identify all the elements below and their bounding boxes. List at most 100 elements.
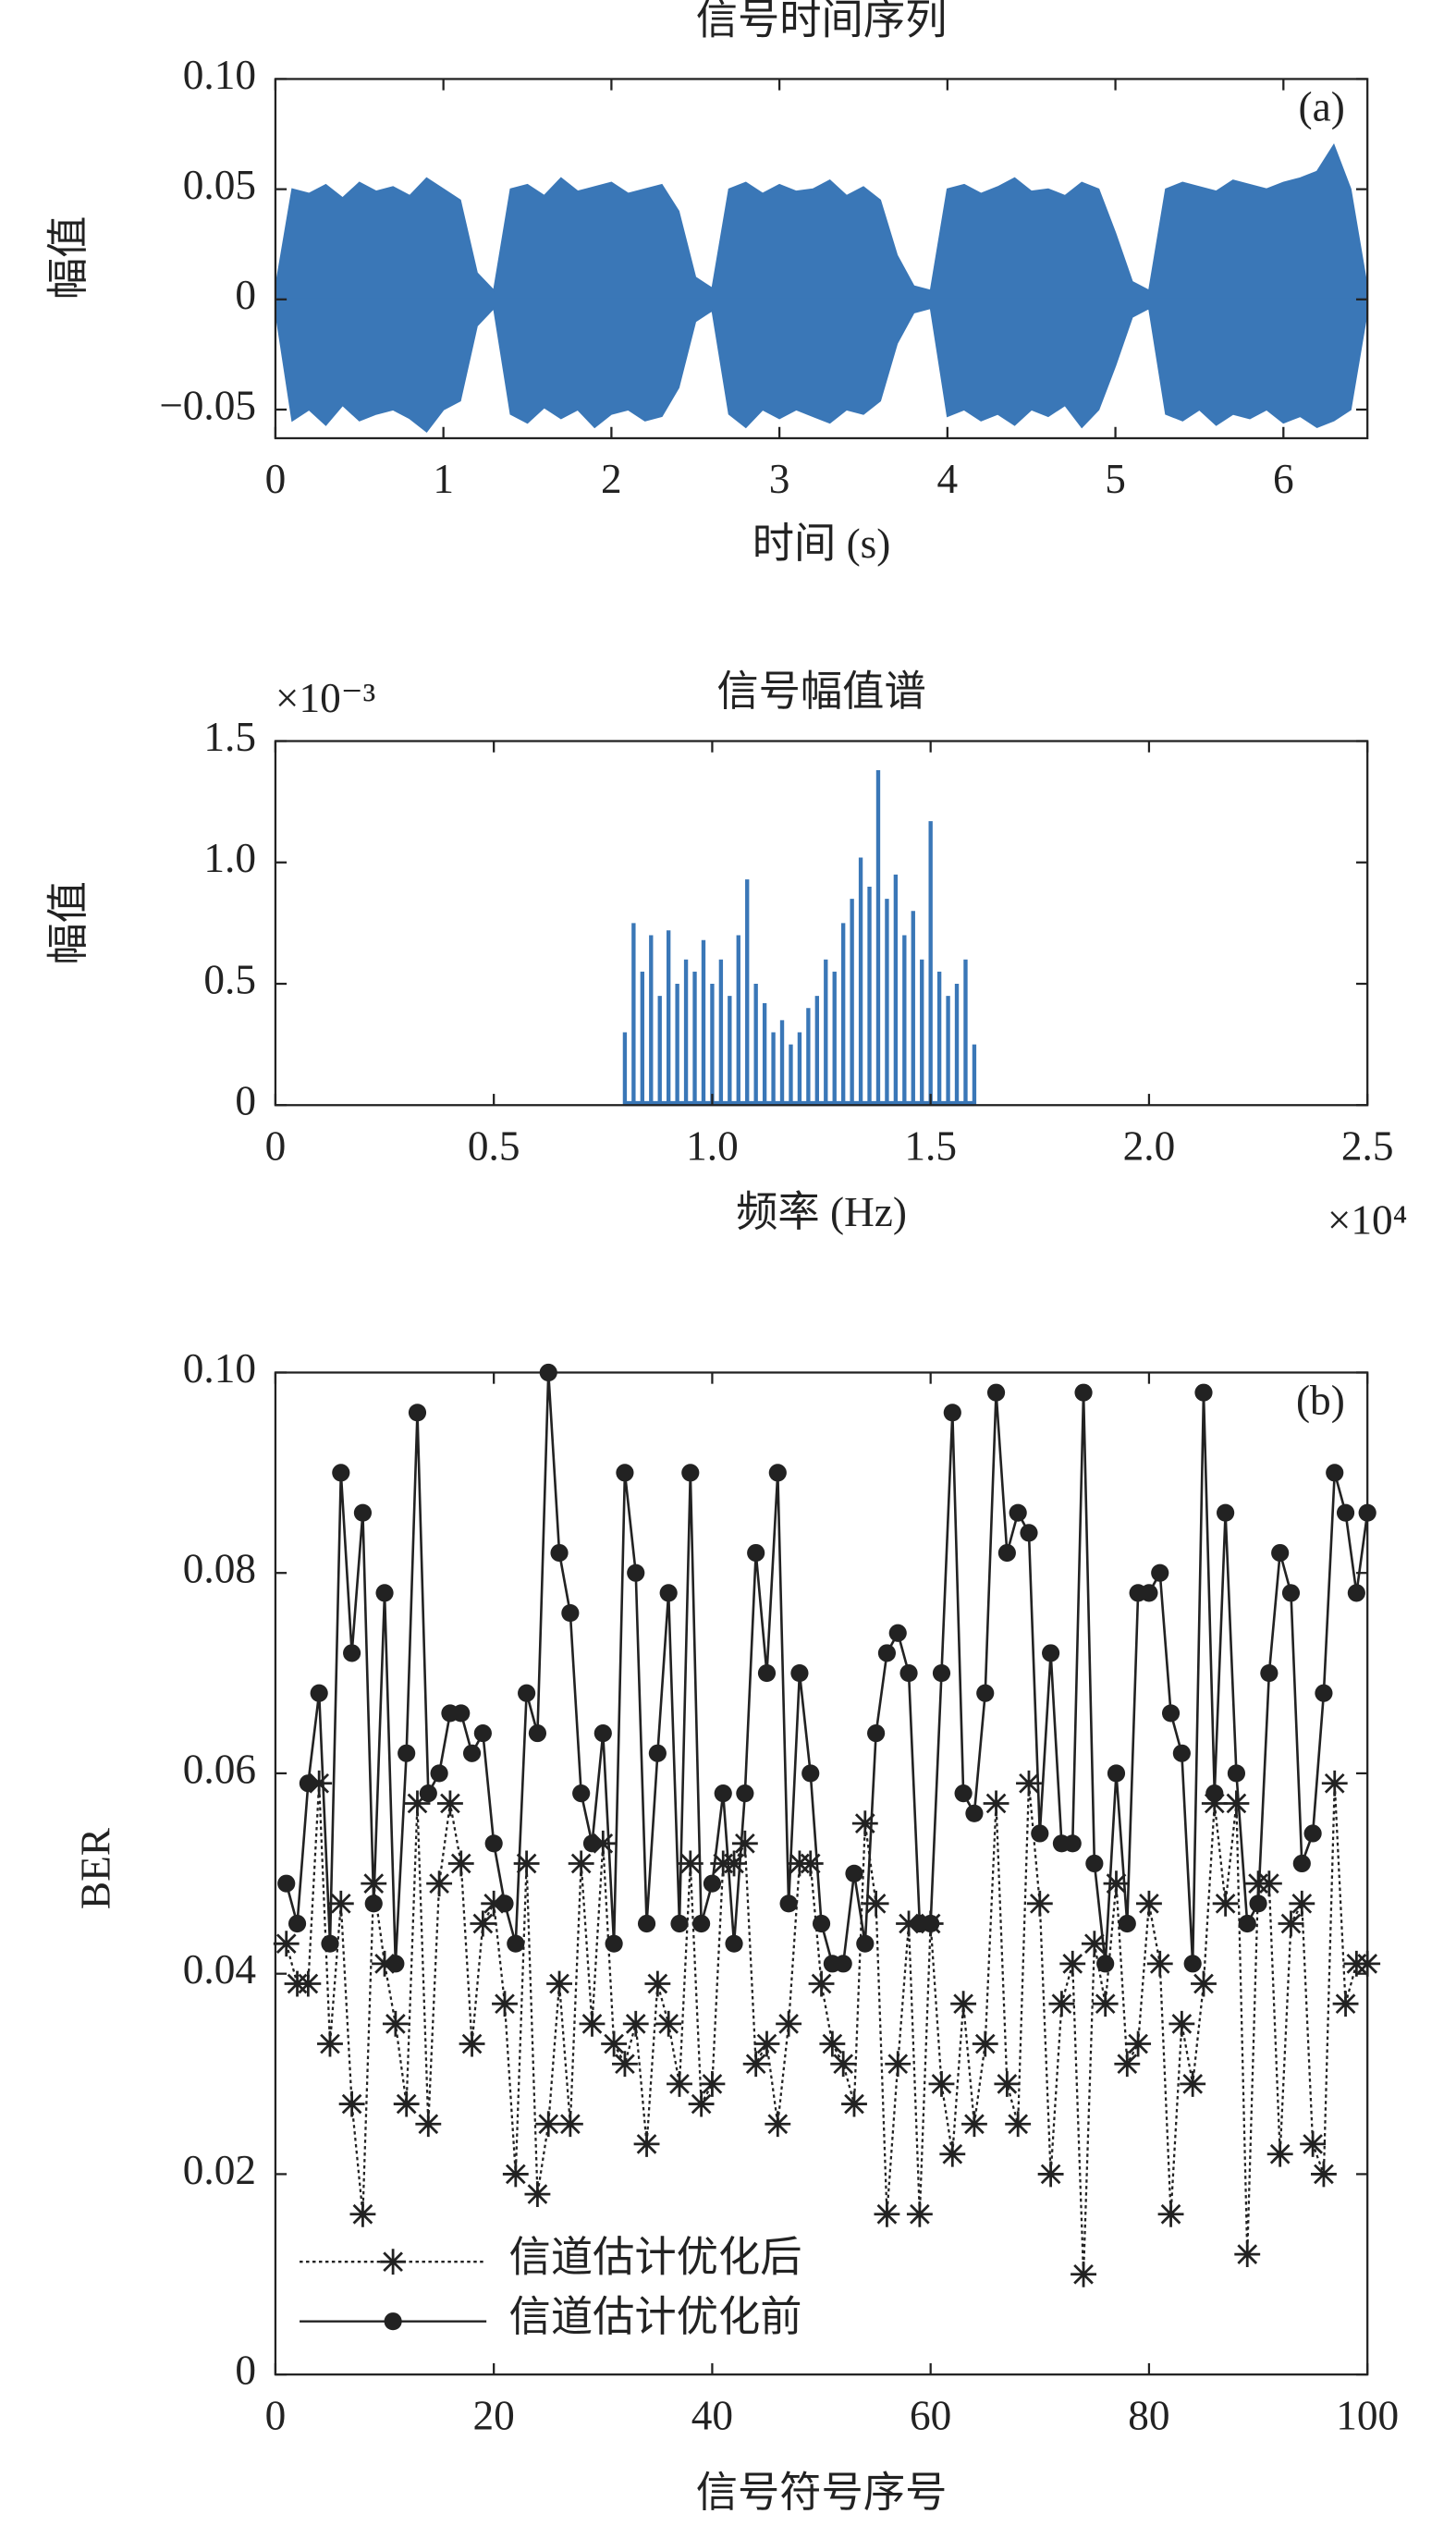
point-marker — [1271, 1543, 1290, 1563]
point-marker — [419, 1784, 437, 1803]
point-marker — [349, 2201, 376, 2227]
point-marker — [593, 1724, 612, 1743]
x-tick-label: 0 — [265, 2392, 287, 2438]
x-tick-label: 0 — [265, 1122, 287, 1169]
point-marker — [906, 2201, 933, 2227]
point-marker — [819, 2030, 846, 2057]
point-marker — [579, 2010, 606, 2037]
point-marker — [327, 1890, 354, 1917]
point-marker — [321, 1934, 339, 1953]
point-marker — [1347, 1584, 1365, 1602]
point-marker — [1151, 1563, 1169, 1582]
point-marker — [797, 1850, 824, 1877]
y-tick-label: 0.05 — [183, 162, 256, 208]
x-tick-label: 2.5 — [1341, 1122, 1394, 1169]
point-marker — [306, 1770, 333, 1796]
y-tick-label: 0 — [235, 272, 256, 318]
point-marker — [1125, 2030, 1152, 2057]
point-marker — [481, 1890, 508, 1917]
point-marker — [1140, 1584, 1158, 1602]
y-axis-label: 幅值 — [45, 881, 92, 965]
x-tick-label: 0 — [265, 456, 287, 502]
point-marker — [1234, 2241, 1261, 2268]
point-marker — [997, 1543, 1016, 1563]
point-marker — [885, 2051, 912, 2078]
point-marker — [299, 1774, 317, 1793]
point-marker — [1300, 2130, 1327, 2157]
point-marker — [950, 1991, 977, 2017]
point-marker — [1326, 1464, 1344, 1482]
point-marker — [954, 1784, 973, 1803]
point-marker — [1212, 1890, 1239, 1917]
point-marker — [812, 1914, 831, 1933]
point-marker — [1255, 1870, 1282, 1897]
point-marker — [655, 2010, 682, 2037]
point-marker — [703, 1874, 722, 1893]
point-marker — [524, 2181, 551, 2208]
point-marker — [605, 1934, 623, 1953]
point-marker — [1031, 1824, 1049, 1843]
point-marker — [582, 1834, 602, 1853]
point-marker — [972, 2030, 998, 2057]
point-marker — [808, 1970, 835, 1997]
point-marker — [404, 1790, 431, 1817]
y-tick-label: 0.06 — [183, 1746, 256, 1792]
point-marker — [364, 1894, 383, 1913]
point-marker — [1278, 1910, 1304, 1937]
point-marker — [601, 2030, 628, 2057]
point-marker — [801, 1764, 820, 1783]
point-marker — [939, 2140, 966, 2167]
point-marker — [1103, 1870, 1130, 1897]
y-tick-label: 0 — [235, 2348, 256, 2394]
point-marker — [1303, 1824, 1322, 1843]
x-tick-label: 80 — [1128, 2392, 1169, 2438]
point-marker — [776, 2010, 802, 2037]
point-marker — [1063, 1834, 1082, 1853]
point-marker — [317, 2030, 343, 2057]
point-marker — [1016, 1770, 1042, 1796]
point-marker — [1336, 1503, 1355, 1522]
point-marker — [677, 1850, 704, 1877]
point-marker — [851, 1810, 878, 1837]
axes-frame — [274, 740, 1369, 1107]
point-marker — [834, 1955, 852, 1973]
point-marker — [856, 1934, 875, 1953]
x-tick-label: 1.0 — [686, 1122, 739, 1169]
point-marker — [622, 2010, 649, 2037]
point-marker — [1081, 1931, 1107, 1957]
legend-marker — [380, 2249, 407, 2275]
x-axis-label: 信号符号序号 — [696, 2470, 948, 2516]
point-marker — [1168, 2010, 1195, 2037]
point-marker — [295, 1970, 322, 1997]
point-marker — [277, 1874, 296, 1893]
panel-annotation: (a) — [1299, 84, 1345, 130]
y-tick-label: 0.08 — [183, 1546, 256, 1592]
signal-area — [275, 143, 1369, 300]
point-marker — [943, 1404, 961, 1422]
point-marker — [572, 1784, 591, 1803]
point-marker — [757, 1663, 777, 1683]
point-marker — [1238, 1914, 1256, 1933]
point-marker — [1227, 1764, 1246, 1783]
point-marker — [372, 1950, 398, 1977]
y-tick-label: 0.04 — [183, 1946, 256, 1993]
point-marker — [1205, 1784, 1224, 1803]
point-marker — [681, 1464, 700, 1482]
point-marker — [590, 1830, 617, 1857]
point-marker — [502, 2161, 529, 2188]
y-tick-label: 0.10 — [183, 52, 256, 98]
y-axis-label: 幅值 — [45, 216, 92, 300]
point-marker — [1107, 1764, 1126, 1783]
point-marker — [721, 1850, 747, 1877]
point-marker — [375, 1584, 394, 1602]
legend-label: 信道估计优化前 — [509, 2294, 802, 2340]
point-marker — [1005, 2111, 1032, 2138]
point-marker — [332, 1464, 350, 1482]
point-marker — [1249, 1894, 1267, 1913]
point-marker — [667, 2070, 692, 2097]
point-marker — [393, 2091, 420, 2117]
point-marker — [753, 2030, 780, 2057]
point-marker — [408, 1404, 427, 1422]
point-marker — [736, 1784, 754, 1803]
